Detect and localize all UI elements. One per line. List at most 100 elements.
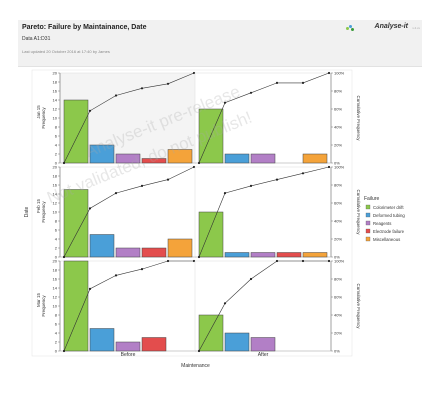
bar [224, 252, 250, 258]
cumulative-point [301, 259, 305, 263]
cumulative-point [166, 259, 170, 263]
cumulative-point [249, 277, 253, 281]
left-tick-label: 14 [53, 191, 58, 196]
right-tick-label: 20% [334, 142, 342, 147]
left-tick-label: 10 [53, 115, 58, 120]
panel-y-axis-label: Frequency [41, 107, 46, 129]
cumulative-point [197, 349, 201, 353]
facet-y-level-label: Feb 15 [36, 199, 41, 214]
cumulative-line [198, 72, 330, 164]
legend-swatch [365, 212, 371, 218]
left-tick-label: 12 [53, 200, 58, 205]
left-tick-label: 8 [55, 218, 58, 223]
chart-frame [31, 69, 353, 357]
cumulative-point [88, 287, 92, 290]
right-tick-label: 100% [334, 258, 345, 263]
cumulative-point [197, 255, 201, 259]
bar [250, 252, 276, 258]
left-tick-label: 6 [55, 227, 58, 232]
left-tick-label: 2 [55, 245, 58, 250]
legend-entry: Miscellaneous [373, 237, 400, 242]
bar [250, 153, 276, 164]
right-tick-label: 40% [334, 312, 342, 317]
cumulative-axis-label: Cumulative Frequency [356, 283, 361, 329]
left-tick-label: 14 [53, 97, 58, 102]
left-tick-label: 4 [55, 142, 58, 147]
bar [89, 144, 115, 164]
bar [63, 189, 89, 258]
cumulative-point [275, 259, 279, 263]
brand-logo-icon [346, 25, 354, 31]
left-tick-label: 18 [53, 267, 58, 272]
right-tick-label: 80% [334, 276, 342, 281]
bar [167, 149, 193, 164]
bar [89, 234, 115, 258]
cumulative-axis-label: Cumulative Frequency [356, 189, 361, 235]
bar [276, 252, 302, 258]
brand-version: v.4.xx [412, 26, 420, 30]
legend-entry: Colorimeter drift [373, 205, 404, 210]
left-tick-label: 4 [55, 236, 58, 241]
cumulative-point [192, 71, 196, 75]
cumulative-point [192, 165, 196, 169]
right-tick-label: 80% [334, 88, 342, 93]
facet-x-level-label: After [258, 352, 269, 358]
legend-entry: Electrode failure [373, 229, 405, 234]
cumulative-axis-label: Cumulative Frequency [356, 95, 361, 141]
right-tick-label: 40% [334, 218, 342, 223]
left-tick-label: 0 [55, 348, 58, 353]
cumulative-line [63, 260, 194, 352]
right-tick-label: 100% [334, 70, 345, 75]
left-tick-label: 4 [55, 330, 58, 335]
bar [224, 332, 250, 352]
cumulative-line [63, 72, 195, 164]
legend-swatch [365, 204, 371, 210]
left-tick-label: 2 [55, 339, 58, 344]
legend-swatch [365, 220, 371, 226]
cumulative-point [88, 207, 92, 210]
right-tick-label: 60% [334, 106, 342, 111]
cumulative-point [62, 255, 66, 259]
right-tick-label: 0% [334, 254, 340, 259]
left-tick-label: 6 [55, 321, 58, 326]
report-title: Pareto: Failure by Maintainance, Date [22, 24, 147, 31]
cumulative-line [63, 166, 195, 258]
bar [115, 153, 141, 164]
bar [250, 337, 276, 352]
left-tick-label: 10 [53, 303, 58, 308]
cumulative-point [223, 101, 227, 104]
cumulative-point [62, 161, 66, 165]
left-tick-label: 16 [53, 276, 58, 281]
cumulative-point [249, 91, 253, 94]
facet-y-label: Date [24, 207, 30, 218]
cumulative-line [198, 260, 329, 352]
bar [141, 337, 167, 352]
bar [302, 153, 328, 164]
bar [302, 252, 328, 258]
cumulative-point [166, 178, 170, 181]
bar [89, 328, 115, 352]
cumulative-point [275, 178, 279, 181]
right-tick-label: 20% [334, 330, 342, 335]
left-tick-label: 12 [53, 294, 58, 299]
right-tick-label: 60% [334, 294, 342, 299]
cumulative-point [62, 349, 66, 353]
brand-logo: Analyse-it [374, 23, 408, 30]
bar [198, 314, 224, 352]
left-tick-label: 20 [53, 258, 58, 263]
left-tick-label: 10 [53, 209, 58, 214]
bar [141, 158, 167, 164]
bar [167, 238, 193, 258]
legend-entry: Deformed tubing [373, 213, 405, 218]
left-tick-label: 16 [53, 182, 58, 187]
right-tick-label: 0% [334, 348, 340, 353]
bar [63, 260, 89, 352]
cumulative-point [275, 81, 279, 84]
cumulative-point [327, 71, 331, 75]
left-tick-label: 0 [55, 254, 58, 259]
report-header: Pareto: Failure by Maintainance, Date Da… [18, 20, 422, 67]
panel-y-axis-label: Frequency [41, 201, 46, 223]
left-tick-label: 18 [53, 79, 58, 84]
cumulative-point [140, 268, 144, 271]
right-tick-label: 40% [334, 124, 342, 129]
